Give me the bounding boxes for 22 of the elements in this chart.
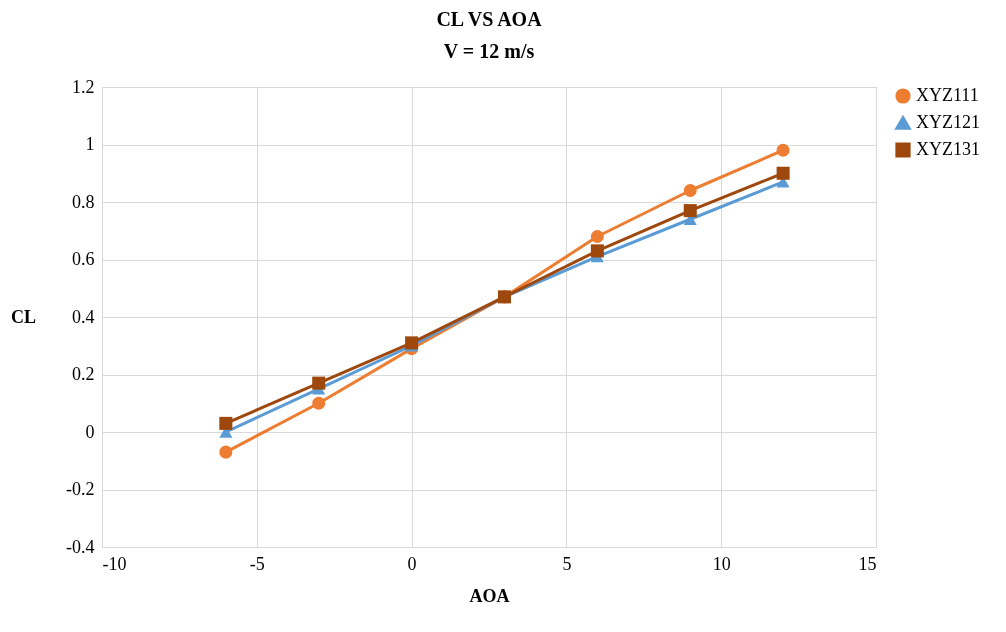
x-tick-label: 5 <box>562 553 572 574</box>
x-tick-label: 10 <box>712 553 731 574</box>
x-axis-title: AOA <box>469 585 510 606</box>
y-tick-label: 0 <box>85 421 95 442</box>
legend-label: XYZ111 <box>916 85 979 105</box>
legend-label: XYZ131 <box>916 139 980 159</box>
y-tick-label: 0.8 <box>72 191 95 212</box>
legend-label: XYZ121 <box>916 112 980 132</box>
chart-subtitle: V = 12 m/s <box>443 40 535 62</box>
chart-title: CL VS AOA <box>436 8 543 30</box>
x-tick-label: -10 <box>102 553 127 574</box>
y-tick-label: 0.6 <box>72 249 95 269</box>
y-tick-label: 0.4 <box>72 306 95 327</box>
y-tick-label: 0.2 <box>72 364 95 384</box>
y-tick-label: -0.4 <box>66 536 95 557</box>
x-tick-label: -5 <box>249 553 265 574</box>
y-axis-title: CL <box>10 306 37 327</box>
y-tick-label: 1 <box>85 134 95 154</box>
y-tick-label: -0.2 <box>66 479 95 499</box>
x-tick-label: 15 <box>858 553 877 574</box>
y-tick-label: 1.2 <box>72 76 95 97</box>
x-tick-label: 0 <box>407 553 417 574</box>
